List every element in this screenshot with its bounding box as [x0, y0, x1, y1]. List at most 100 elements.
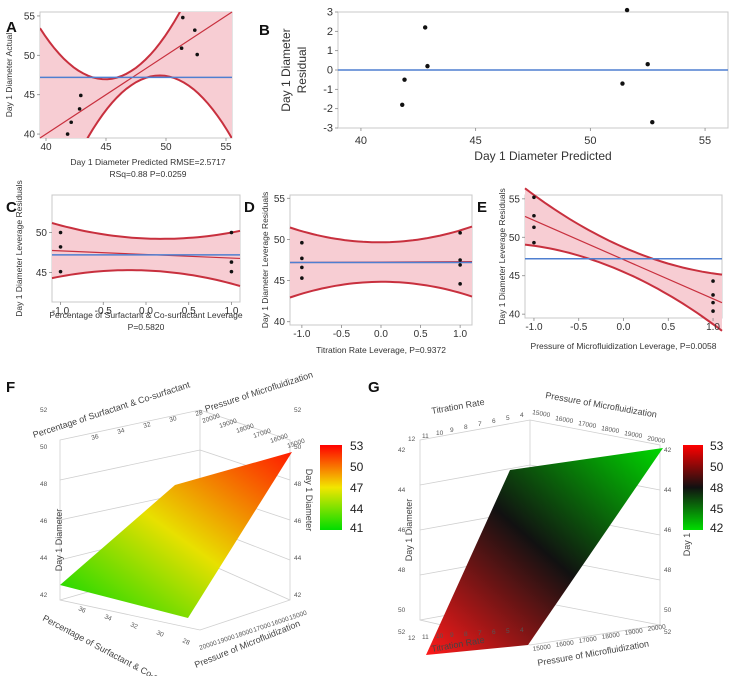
y-tick-b-2: -1	[323, 84, 333, 96]
g-a2-bot-1: 16000	[555, 639, 574, 649]
data-point-d-0	[300, 240, 304, 245]
g-a2-top-1: 16000	[555, 415, 574, 425]
confidence-upper-d	[289, 225, 473, 244]
chart-surface-g: 42 44 46 48 50 52 42 44 46 48 50 52 Day …	[398, 390, 724, 668]
f-z-label: Day 1 Diameter	[54, 509, 64, 572]
panel-label-e: E	[477, 199, 487, 216]
x-tick-b-3: 55	[699, 135, 711, 147]
data-point-c-0	[58, 230, 63, 235]
data-point-c-4	[229, 260, 234, 264]
g-a2-bot-4: 19000	[624, 627, 643, 637]
colorbar-f-tick-2: 47	[350, 481, 364, 495]
y-tick-e-1: 45	[509, 271, 521, 282]
f-z-tick-r1: 44	[294, 555, 302, 562]
fit-line-e	[524, 215, 723, 304]
stats-c: P=0.5820	[128, 322, 165, 332]
confidence-lower-a	[86, 74, 232, 138]
g-z-tick-r4: 50	[664, 607, 672, 614]
x-tick-a-0: 40	[40, 142, 52, 153]
x-tick-d-3: 0.5	[414, 329, 428, 340]
g-z-tick-l5: 52	[398, 629, 406, 636]
confidence-upper-a	[40, 12, 181, 81]
x-axis-title-d: Titration Rate Leverage, P=0.9372	[316, 345, 446, 355]
g-a1-top-2: 10	[436, 430, 444, 437]
y-axis-title-e: Day 1 Diameter Leverage Residuals	[497, 188, 507, 325]
f-a1-top-3: 30	[169, 415, 178, 424]
stats-a: RSq=0.88 P=0.0259	[109, 169, 186, 179]
g-z-tick-l0: 42	[398, 447, 406, 454]
x-tick-b-2: 50	[584, 135, 596, 147]
data-point-e-1	[532, 213, 536, 218]
x-tick-c-3: 0.5	[182, 306, 196, 317]
g-a2-bot-0: 15000	[532, 643, 551, 653]
y-tick-b-5: 2	[327, 26, 333, 38]
x-tick-d-1: -0.5	[333, 329, 351, 340]
data-point-b-2	[422, 25, 428, 30]
x-tick-e-4: 1.0	[706, 322, 720, 333]
x-tick-b-1: 45	[470, 135, 482, 147]
data-point-a-4	[179, 46, 184, 51]
data-point-a-5	[181, 15, 185, 20]
confidence-upper-e	[524, 187, 723, 276]
data-point-b-6	[645, 61, 650, 67]
data-point-e-7	[711, 309, 715, 313]
y-tick-c-1: 50	[36, 228, 48, 239]
g-z-label: Day 1 Diameter	[404, 499, 414, 562]
x-axis-title-a: Day 1 Diameter Predicted RMSE=2.5717	[70, 157, 225, 167]
panel-label-a: A	[6, 19, 17, 36]
chart-surface-f: 42 44 46 48 50 52 42 44 46 48 50 52 Day …	[32, 369, 364, 676]
f-z-tick-r4: 50	[294, 444, 302, 451]
g-z-tick-r5: 52	[664, 629, 672, 636]
g-a1-top-7: 5	[506, 415, 510, 422]
f-a1-top-0: 36	[91, 433, 100, 442]
x-tick-e-2: 0.0	[617, 322, 631, 333]
g-a2-bot-5: 20000	[647, 623, 666, 633]
f-a1-top-1: 34	[117, 427, 126, 436]
colorbar-g-tick-4: 42	[710, 521, 724, 535]
chart-residual-by-predicted: 40 45 50 55 -3 -2 -1 0 1 2 3 Day 1 Diameter Predict…	[279, 7, 729, 163]
g-a1-bot-5: 7	[478, 630, 482, 637]
chart-actual-by-predicted: 40 45 50 55 40 45 50 55 Day 1 Diameter Predicted…	[4, 11, 233, 179]
g-a1-bot-2: 10	[436, 633, 444, 640]
colorbar-g-tick-3: 45	[710, 502, 724, 516]
colorbar-f-gradient	[320, 445, 342, 530]
y-tick-b-3: 0	[327, 65, 333, 77]
y-tick-b-1: -2	[323, 103, 333, 115]
x-axis-title-e: Pressure of Microfluidization Leverage, …	[531, 341, 717, 351]
f-z-label-right: Day 1 Diameter	[304, 469, 314, 532]
colorbar-f-tick-0: 53	[350, 439, 364, 453]
x-tick-e-0: -1.0	[525, 322, 543, 333]
g-a2-top-4: 19000	[624, 430, 643, 440]
data-point-d-2	[300, 265, 304, 270]
data-point-a-7	[195, 52, 199, 57]
f-axis1-label-bottom: Percentage of Surfactant & Co-surfactant	[41, 613, 191, 676]
x-tick-c-0: -1.0	[52, 306, 70, 317]
data-point-a-6	[193, 28, 197, 32]
data-point-d-3	[300, 276, 304, 280]
panel-label-b: B	[259, 22, 270, 39]
y-tick-a-0: 40	[24, 130, 36, 141]
f-a1-top-4: 28	[195, 409, 204, 418]
g-a1-bot-6: 6	[492, 629, 496, 636]
data-point-d-7	[458, 282, 462, 286]
colorbar-g-tick-2: 48	[710, 481, 724, 495]
g-z-tick-r3: 48	[664, 567, 672, 574]
g-a1-bot-0: 12	[408, 635, 416, 642]
f-a1-bot-2: 32	[129, 621, 139, 630]
data-point-b-3	[425, 63, 430, 69]
f-z-tick-r2: 46	[294, 518, 302, 525]
x-tick-a-3: 55	[220, 142, 232, 153]
data-point-b-1	[402, 77, 407, 82]
x-axis-title-b: Day 1 Diameter Predicted	[474, 149, 611, 163]
y-tick-b-6: 3	[327, 7, 333, 19]
y-tick-a-3: 55	[24, 11, 36, 22]
x-tick-e-1: -0.5	[570, 322, 588, 333]
x-tick-c-1: -0.5	[95, 306, 113, 317]
data-point-e-2	[532, 225, 536, 230]
g-a2-top-2: 17000	[578, 420, 597, 430]
g-z-tick-l4: 50	[398, 607, 406, 614]
x-tick-d-0: -1.0	[293, 329, 311, 340]
panel-label-f: F	[6, 379, 15, 396]
colorbar-f-tick-1: 50	[350, 460, 364, 474]
